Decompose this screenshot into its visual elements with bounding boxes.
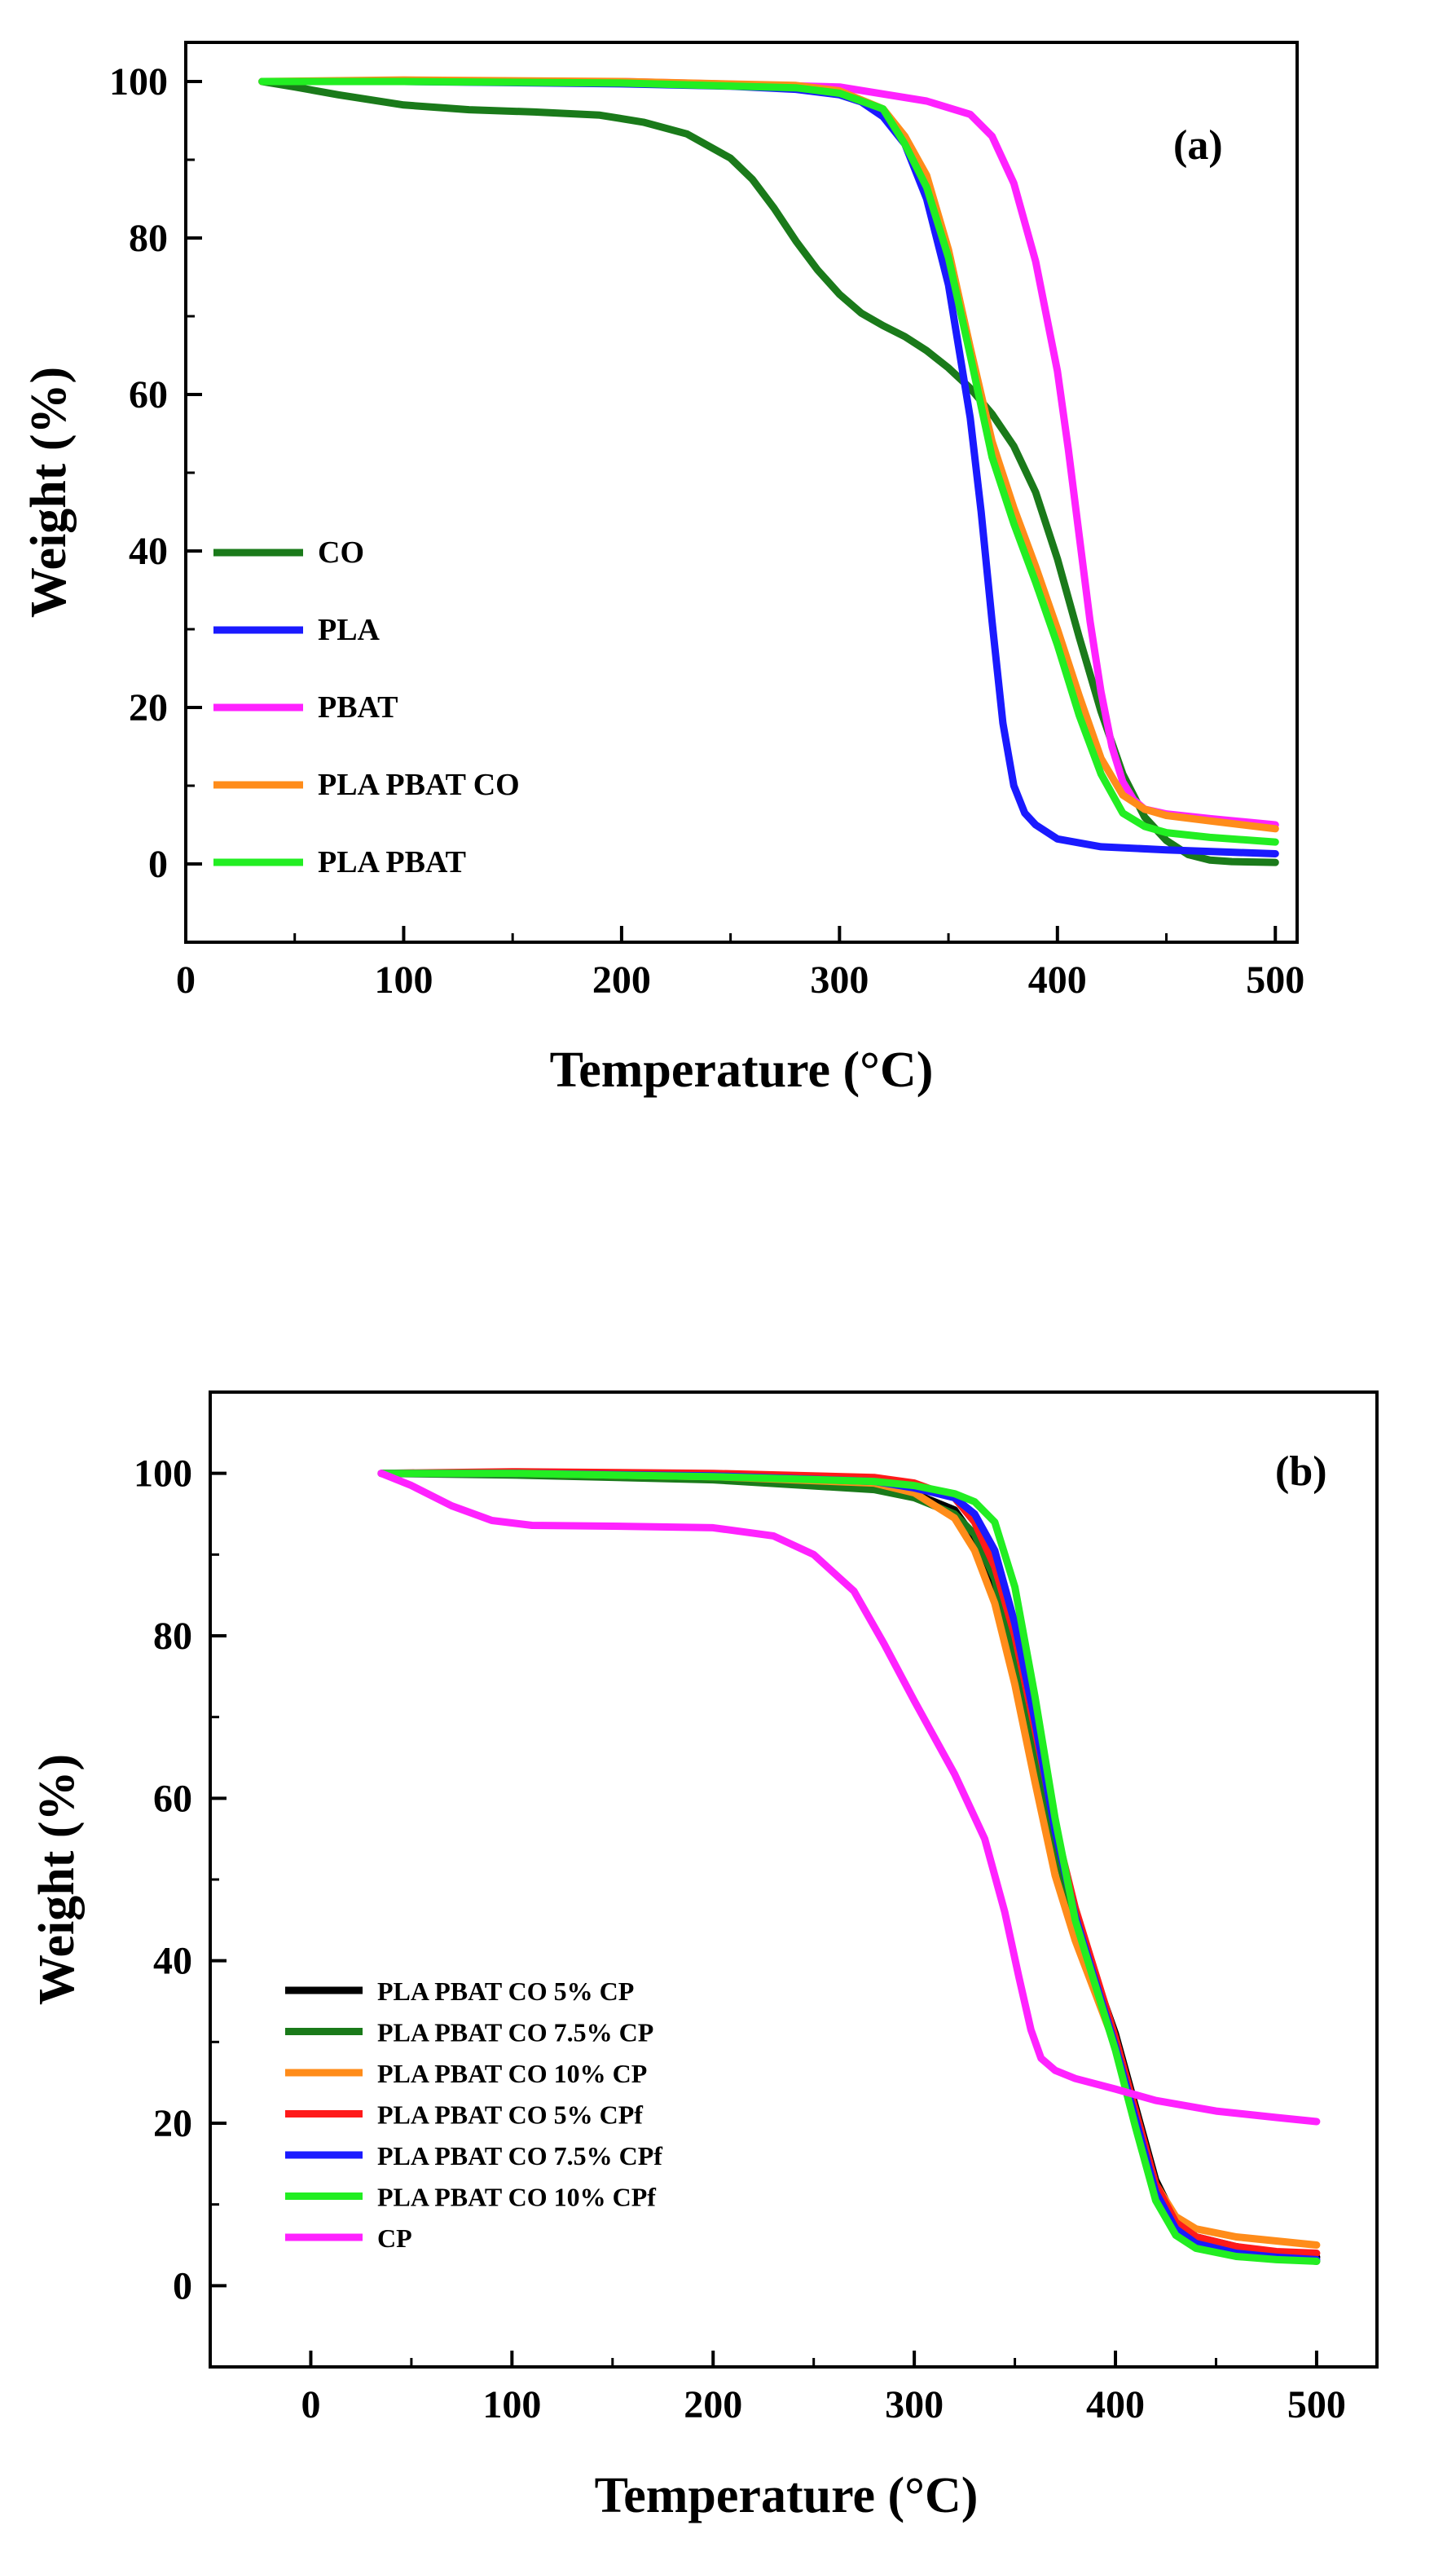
- y-tick-label: 100: [134, 1452, 192, 1496]
- legend-label: PLA PBAT CO 7.5% CPf: [377, 2141, 662, 2170]
- y-tick-label: 80: [153, 1615, 192, 1658]
- series-line-cp: [377, 1470, 1321, 2126]
- legend-label: PLA PBAT CO 7.5% CP: [377, 2018, 653, 2047]
- y-tick-label: 40: [153, 1940, 192, 1983]
- x-tick-label: 200: [592, 958, 651, 1002]
- panel-label-a: (a): [1173, 122, 1223, 169]
- series-line-co: [258, 77, 1279, 866]
- legend-label: PLA PBAT CO: [318, 768, 520, 802]
- series-lines-a: [258, 76, 1279, 866]
- y-axis-title-b: Weight (%): [29, 1754, 85, 2005]
- x-tick-label: 300: [810, 958, 869, 1002]
- x-tick-label: 300: [885, 2383, 944, 2426]
- y-tick-label: 20: [129, 686, 168, 729]
- y-tick-label: 20: [153, 2102, 192, 2145]
- legend-label: PBAT: [318, 690, 398, 725]
- series-line-pla-pbat: [258, 77, 1279, 846]
- y-tick-label: 40: [129, 530, 168, 573]
- legend-a: CO PLA PBAT PLA PBAT CO PLA PBAT: [213, 535, 520, 879]
- panel-a: 0 100 200 300 400 500 0 20 40 60 80 100 (a) Tempera…: [21, 41, 1304, 1098]
- x-axis-title-a: Temperature (°C): [550, 1042, 934, 1098]
- x-tick-label: 100: [482, 2383, 541, 2426]
- y-axis-title-a: Weight (%): [21, 367, 77, 618]
- panel-label-b: (b): [1275, 1448, 1327, 1495]
- legend-label: PLA PBAT: [318, 845, 466, 879]
- x-tick-label: 100: [374, 958, 433, 1002]
- axis-ticks-a: 0 100 200 300 400 500 0 20 40 60 80 100: [109, 60, 1304, 1002]
- series-line-pla-pbat-co: [258, 76, 1279, 833]
- x-tick-label: 500: [1246, 958, 1304, 1002]
- y-tick-label: 0: [173, 2264, 192, 2307]
- legend-label: CP: [377, 2223, 412, 2253]
- legend-b: PLA PBAT CO 5% CP PLA PBAT CO 7.5% CP PLA …: [285, 1976, 662, 2253]
- y-tick-label: 100: [109, 60, 168, 104]
- plot-frame-b: [209, 1390, 1379, 2369]
- x-tick-label: 400: [1086, 2383, 1145, 2426]
- x-tick-label: 400: [1028, 958, 1087, 1002]
- series-line-pla-pbat-co-10-cpf: [377, 1470, 1321, 2265]
- series-lines-b: [377, 1468, 1321, 2265]
- legend-label: PLA PBAT CO 5% CPf: [377, 2100, 643, 2130]
- y-tick-label: 80: [129, 217, 168, 260]
- plot-frame-a: [184, 41, 1299, 944]
- y-tick-label: 0: [148, 843, 168, 886]
- axis-ticks-b: 0 100 200 300 400 500 0 20 40 60 80 100: [134, 1390, 1346, 2426]
- y-tick-label: 60: [129, 373, 168, 416]
- series-line-pbat: [258, 77, 1279, 829]
- x-tick-label: 0: [301, 2383, 320, 2426]
- x-axis-title-b: Temperature (°C): [595, 2468, 979, 2523]
- legend-label: PLA PBAT CO 10% CP: [377, 2059, 647, 2088]
- x-tick-label: 500: [1287, 2383, 1346, 2426]
- x-tick-label: 0: [176, 958, 196, 1002]
- legend-label: PLA PBAT CO 10% CPf: [377, 2183, 656, 2212]
- y-tick-label: 60: [153, 1777, 192, 1820]
- legend-label: PLA PBAT CO 5% CP: [377, 1976, 634, 2006]
- panel-b: 0 100 200 300 400 500 0 20 40 60 80 100 (b) Tempera…: [29, 1390, 1379, 2523]
- legend-label: CO: [318, 535, 364, 570]
- x-tick-label: 200: [684, 2383, 742, 2426]
- legend-label: PLA: [318, 613, 380, 647]
